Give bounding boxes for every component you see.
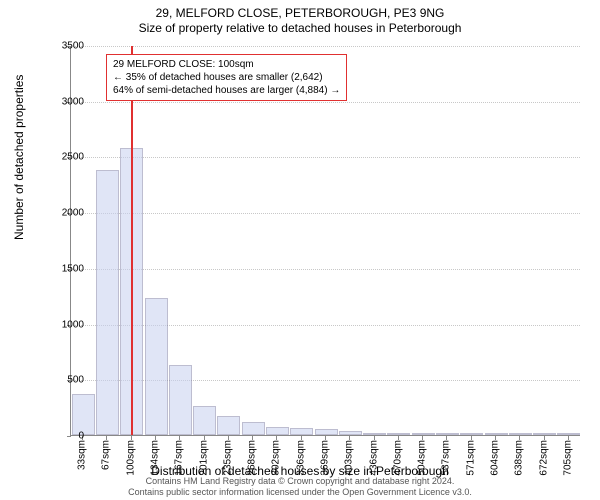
histogram-bar (193, 406, 216, 435)
title-sub: Size of property relative to detached ho… (0, 21, 600, 35)
callout-line1: 29 MELFORD CLOSE: 100sqm (113, 58, 340, 71)
histogram-bar (533, 433, 556, 435)
histogram-bar (290, 428, 313, 435)
property-marker-line (131, 46, 133, 435)
ytick-label: 2500 (62, 152, 84, 163)
gridline (71, 213, 580, 214)
histogram-bar (266, 427, 289, 435)
histogram-bar (72, 394, 95, 435)
footer-line1: Contains HM Land Registry data © Crown c… (0, 476, 600, 487)
ytick-label: 2000 (62, 208, 84, 219)
histogram-bar (387, 433, 410, 435)
histogram-bar (339, 431, 362, 435)
ytick-label: 1000 (62, 319, 84, 330)
callout-line2: ← 35% of detached houses are smaller (2,… (113, 71, 340, 84)
ytick-label: 500 (67, 375, 84, 386)
ytick-label: 3500 (62, 41, 84, 52)
ytick-label: 3000 (62, 96, 84, 107)
callout-line3: 64% of semi-detached houses are larger (… (113, 84, 340, 97)
histogram-bar (242, 422, 265, 435)
histogram-bar (557, 433, 580, 435)
histogram-bar (217, 416, 240, 435)
chart-titles: 29, MELFORD CLOSE, PETERBOROUGH, PE3 9NG… (0, 0, 600, 35)
y-axis-label: Number of detached properties (12, 75, 26, 240)
histogram-bar (169, 365, 192, 435)
footer-line2: Contains public sector information licen… (0, 487, 600, 498)
histogram-bar (436, 433, 459, 435)
histogram-bar (509, 433, 532, 435)
gridline (71, 102, 580, 103)
gridline (71, 157, 580, 158)
gridline (71, 269, 580, 270)
chart-area: 29 MELFORD CLOSE: 100sqm ← 35% of detach… (70, 46, 580, 436)
histogram-bar (412, 433, 435, 435)
gridline (71, 46, 580, 47)
plot-region (70, 46, 580, 436)
ytick-mark (67, 436, 71, 437)
ytick-label: 1500 (62, 263, 84, 274)
title-main: 29, MELFORD CLOSE, PETERBOROUGH, PE3 9NG (0, 6, 600, 20)
property-callout: 29 MELFORD CLOSE: 100sqm ← 35% of detach… (106, 54, 347, 101)
histogram-bar (460, 433, 483, 435)
footer-attribution: Contains HM Land Registry data © Crown c… (0, 476, 600, 498)
histogram-bar (485, 433, 508, 435)
histogram-bar (363, 433, 386, 435)
histogram-bar (315, 429, 338, 435)
histogram-bar (96, 170, 119, 435)
ytick-label: 0 (78, 431, 84, 442)
histogram-bar (145, 298, 168, 435)
